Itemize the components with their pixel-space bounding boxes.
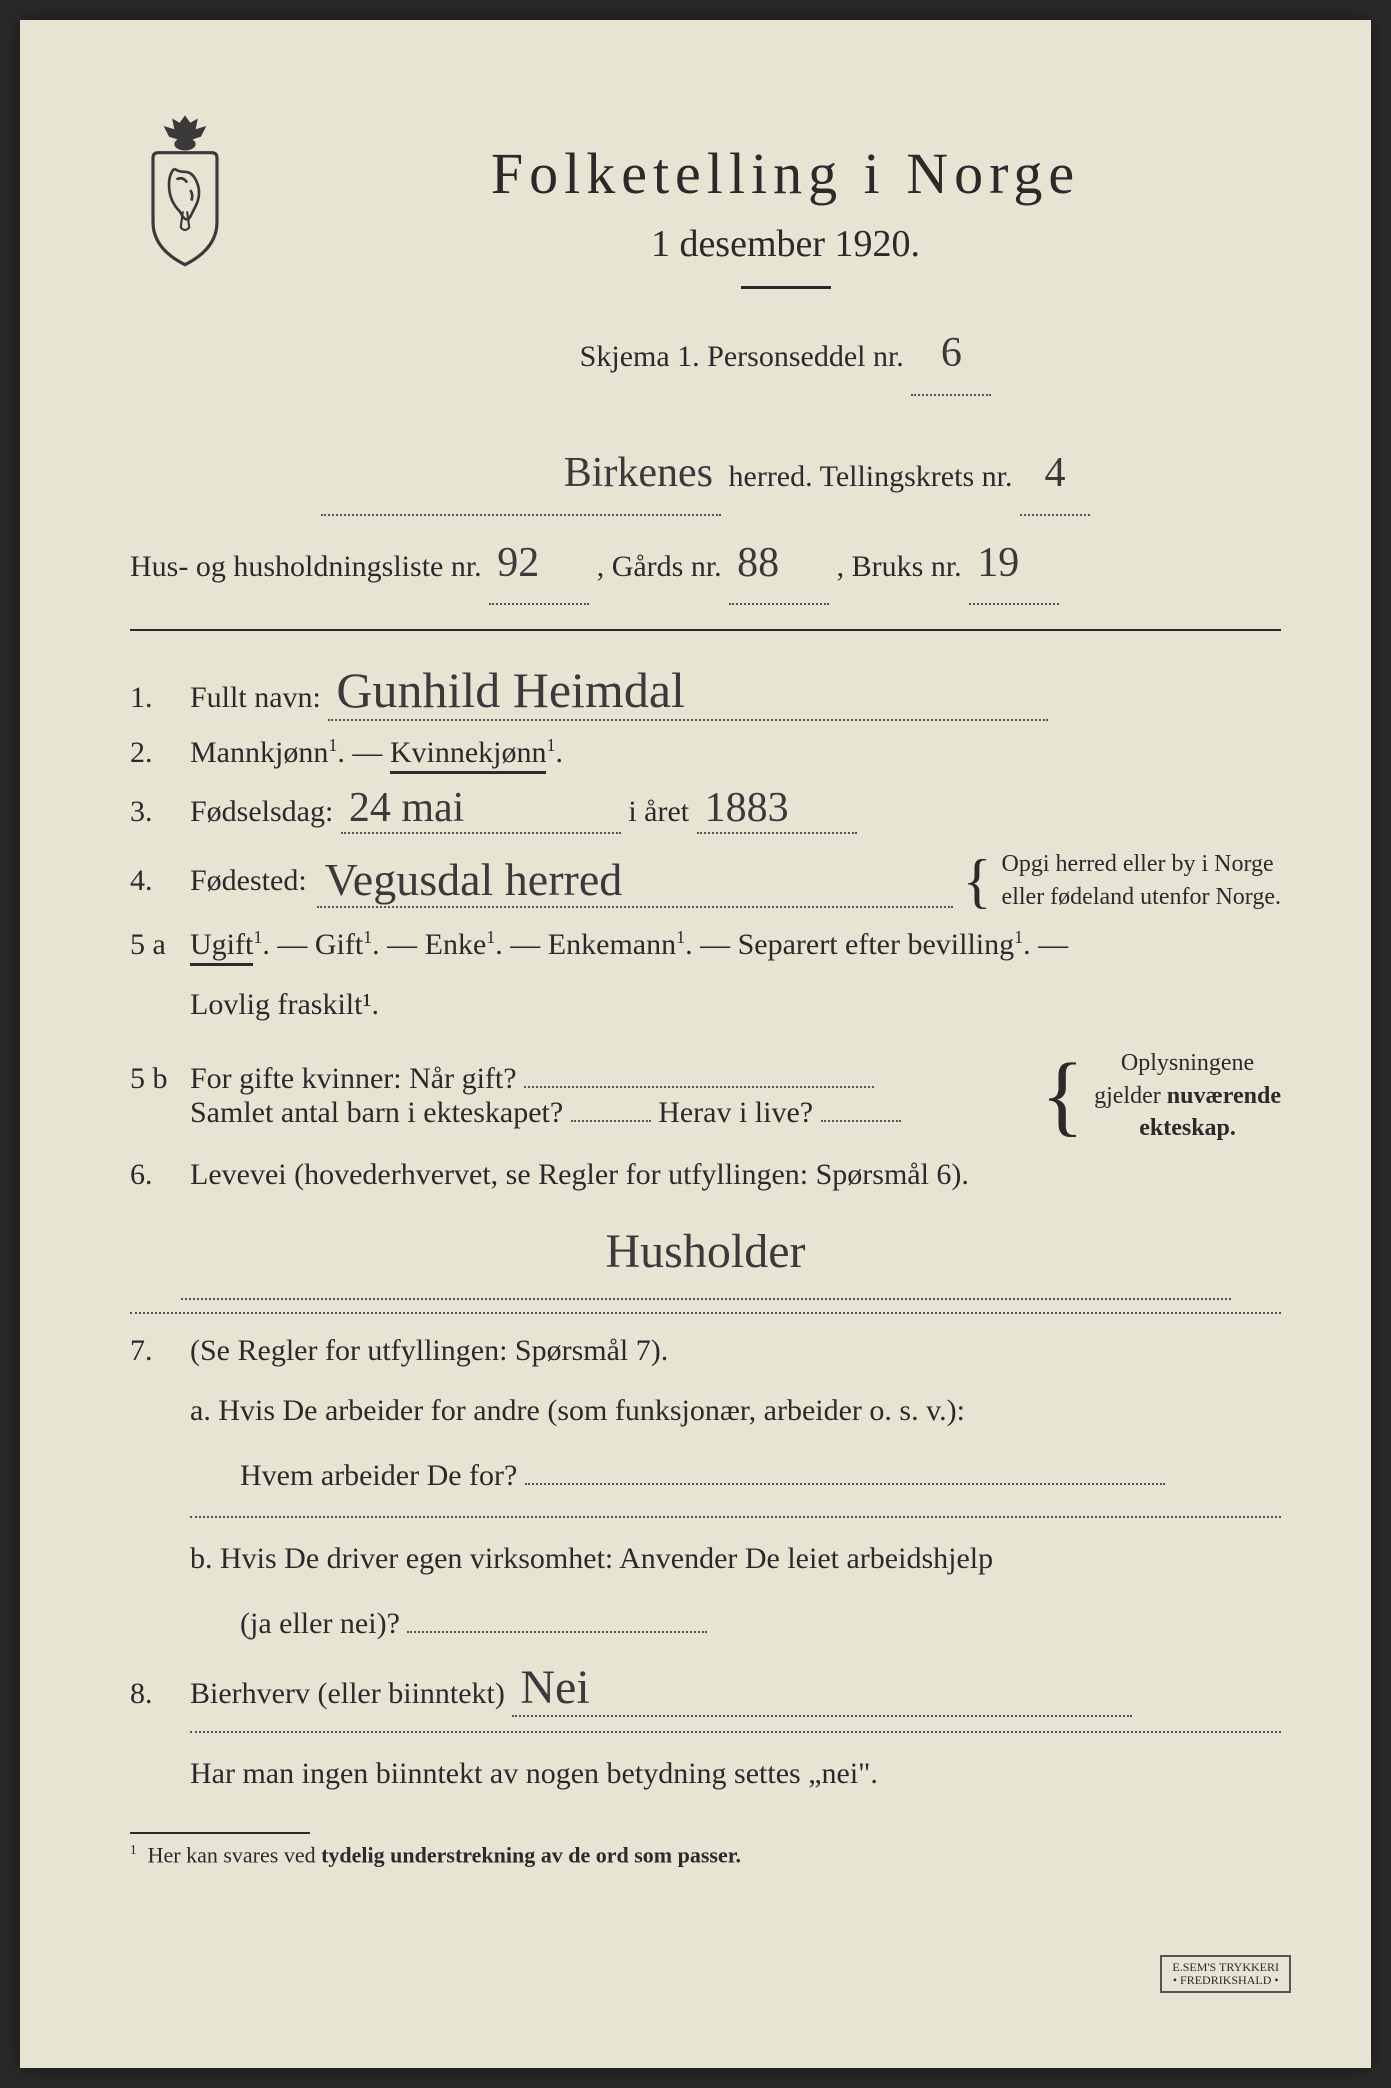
herred-label: herred. Tellingskrets nr. (729, 460, 1013, 493)
q7-row: 7. (Se Regler for utfyllingen: Spørsmål … (130, 1334, 1281, 1368)
q3-row: 3. Fødselsdag: 24 mai i året 1883 (130, 784, 1281, 834)
q3-year: 1883 (697, 784, 857, 834)
date-subtitle: 1 desember 1920. (290, 222, 1281, 266)
q7b-fill (407, 1631, 707, 1633)
q3-num: 3. (130, 795, 178, 829)
q7a-q-line: Hvem arbeider De for? (130, 1447, 1281, 1504)
q5b-line2a: Samlet antal barn i ekteskapet? (190, 1096, 563, 1129)
q7a-q: Hvem arbeider De for? (190, 1459, 517, 1492)
closing-note: Har man ingen biinntekt av nogen betydni… (130, 1745, 1281, 1802)
title-divider (741, 286, 831, 289)
q8-rule (190, 1731, 1281, 1733)
brace-icon: { (963, 857, 992, 905)
q7-num: 7. (130, 1334, 178, 1368)
q6-label: Levevei (hovederhvervet, se Regler for u… (190, 1158, 1281, 1192)
q5b-note3: ekteskap. (1139, 1115, 1236, 1141)
q5b-line1: For gifte kvinner: Når gift? (190, 1062, 517, 1095)
census-document: Folketelling i Norge 1 desember 1920. Sk… (20, 20, 1371, 2068)
q8-row: 8. Bierhverv (eller biinntekt) Nei (130, 1660, 1281, 1717)
schema-line: Skjema 1. Personseddel nr. 6 (290, 314, 1281, 396)
footnote-num: 1 (130, 1842, 137, 1857)
q8-label: Bierhverv (eller biinntekt) (190, 1677, 505, 1710)
q7-label: (Se Regler for utfyllingen: Spørsmål 7). (190, 1334, 1281, 1368)
schema-label: Skjema 1. Personseddel nr. (580, 340, 904, 373)
brace-icon: { (1041, 1060, 1084, 1132)
q1-num: 1. (130, 681, 178, 715)
q8-num: 8. (130, 1677, 178, 1711)
q5a-num: 5 a (130, 928, 178, 962)
gards-label: , Gårds nr. (597, 550, 722, 583)
q4-note2: eller fødeland utenfor Norge. (1002, 884, 1281, 910)
list-nr: 92 (489, 524, 589, 606)
q6-value-line: Husholder (130, 1206, 1281, 1299)
list-label: Hus- og husholdningsliste nr. (130, 550, 482, 583)
bruks-nr: 19 (969, 524, 1059, 606)
document-header: Folketelling i Norge 1 desember 1920. Sk… (130, 140, 1281, 404)
q5b-num: 5 b (130, 1062, 178, 1096)
q6-row: 6. Levevei (hovederhvervet, se Regler fo… (130, 1158, 1281, 1192)
q5b-note2: gjelder nuværende (1094, 1083, 1281, 1109)
q8-value: Nei (512, 1660, 1132, 1717)
q1-label: Fullt navn: (190, 681, 321, 714)
q5b-barn-fill (571, 1120, 651, 1122)
q4-note: Opgi herred eller by i Norge eller fødel… (1002, 848, 1281, 913)
q5a-body: Ugift1. — Gift1. — Enke1. — Enkemann1. —… (190, 927, 1281, 962)
q4-label: Fødested: (190, 864, 307, 898)
q4-body: Fødested: Vegusdal herred { Opgi herred … (190, 848, 1281, 913)
printer-stamp: E.SEM'S TRYKKERI • FREDRIKSHALD • (1160, 1955, 1291, 1993)
q3-mid: i året (628, 795, 689, 828)
stamp-line2: • FREDRIKSHALD • (1173, 1973, 1279, 1987)
q7b-q-line: (ja eller nei)? (130, 1595, 1281, 1652)
stamp-line1: E.SEM'S TRYKKERI (1172, 1960, 1279, 1974)
gards-nr: 88 (729, 524, 829, 606)
header-rule (130, 629, 1281, 631)
q5b-line2b: Herav i live? (658, 1096, 813, 1129)
coat-of-arms-icon (130, 110, 240, 270)
q2-num: 2. (130, 736, 178, 770)
bruks-label: , Bruks nr. (837, 550, 962, 583)
q7a-fill (525, 1483, 1165, 1485)
q2-mann: Mannkjønn (190, 736, 328, 769)
tellingskrets-nr: 4 (1020, 434, 1090, 516)
q5b-body: For gifte kvinner: Når gift? Samlet anta… (190, 1047, 1281, 1144)
q5b-note: Oplysningene gjelder nuværende ekteskap. (1094, 1047, 1281, 1144)
q7b-label: b. Hvis De driver egen virksomhet: Anven… (130, 1530, 1281, 1587)
q4-note1: Opgi herred eller by i Norge (1002, 851, 1274, 877)
q6-value: Husholder (181, 1206, 1231, 1299)
q8-body: Bierhverv (eller biinntekt) Nei (190, 1660, 1281, 1717)
q1-row: 1. Fullt navn: Gunhild Heimdal (130, 661, 1281, 721)
q5b-gift-fill (524, 1086, 874, 1088)
q6-num: 6. (130, 1158, 178, 1192)
q2-dash: — (352, 736, 390, 769)
q5a-selected: Ugift (190, 928, 253, 966)
title-block: Folketelling i Norge 1 desember 1920. Sk… (290, 140, 1281, 404)
footnote-rule (130, 1832, 310, 1834)
q6-rule (130, 1312, 1281, 1314)
list-line: Hus- og husholdningsliste nr. 92 , Gårds… (130, 524, 1281, 606)
main-title: Folketelling i Norge (290, 140, 1281, 207)
footnote: 1 Her kan svares ved tydelig understrekn… (130, 1842, 1281, 1868)
herred-line: Birkenes herred. Tellingskrets nr. 4 (130, 434, 1281, 516)
q4-row: 4. Fødested: Vegusdal herred { Opgi herr… (130, 848, 1281, 913)
q7b-q: (ja eller nei)? (190, 1607, 400, 1640)
q4-num: 4. (130, 864, 178, 898)
q2-row: 2. Mannkjønn1. — Kvinnekjønn1. (130, 735, 1281, 770)
q3-label: Fødselsdag: (190, 795, 333, 828)
q4-value: Vegusdal herred (317, 853, 953, 908)
schema-number: 6 (911, 314, 991, 396)
q3-body: Fødselsdag: 24 mai i året 1883 (190, 784, 1281, 834)
q5b-live-fill (821, 1120, 901, 1122)
q5a-row: 5 a Ugift1. — Gift1. — Enke1. — Enkemann… (130, 927, 1281, 962)
q2-body: Mannkjønn1. — Kvinnekjønn1. (190, 735, 1281, 770)
q5a-line2: Lovlig fraskilt¹. (130, 976, 1281, 1033)
q5b-note1: Oplysningene (1121, 1050, 1254, 1076)
q3-day: 24 mai (341, 784, 621, 834)
q1-value: Gunhild Heimdal (328, 661, 1048, 721)
q5b-row: 5 b For gifte kvinner: Når gift? Samlet … (130, 1047, 1281, 1144)
q7a-label: a. Hvis De arbeider for andre (som funks… (130, 1382, 1281, 1439)
q2-kvinne: Kvinnekjønn (390, 736, 547, 774)
q1-body: Fullt navn: Gunhild Heimdal (190, 661, 1281, 721)
q7a-rule (190, 1516, 1281, 1518)
herred-value: Birkenes (321, 434, 721, 516)
